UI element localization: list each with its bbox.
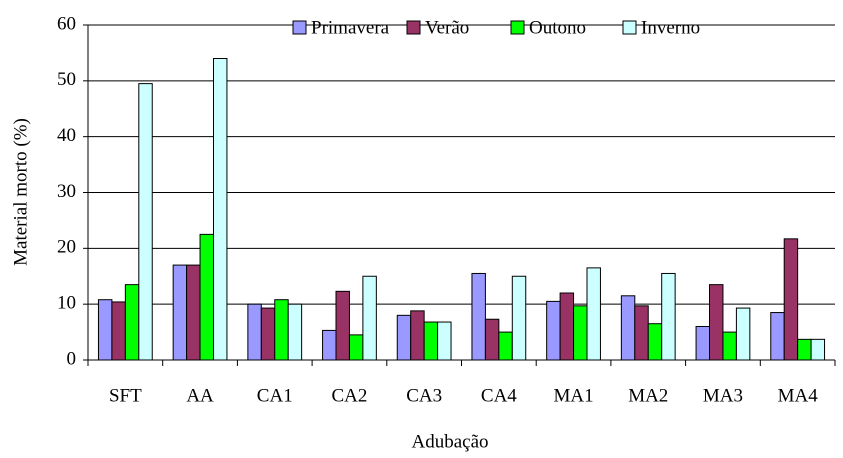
bar (735, 307, 751, 361)
bar (212, 58, 228, 361)
x-tick-label: MA1 (553, 385, 593, 406)
bar (396, 314, 412, 361)
bar (287, 303, 303, 361)
x-axis-label: Adubação (411, 431, 488, 452)
legend-swatch (406, 20, 421, 35)
bar (511, 275, 527, 361)
bar (260, 307, 276, 361)
x-tick-label: MA2 (628, 385, 668, 406)
bar (695, 326, 711, 361)
legend-label: Verão (425, 17, 469, 38)
bar (348, 334, 364, 361)
bar (97, 299, 113, 361)
bar (546, 300, 561, 361)
y-tick-label: 30 (57, 181, 76, 202)
x-tick-label: CA2 (331, 385, 367, 406)
bar (770, 312, 785, 361)
bar (111, 301, 126, 361)
bar (247, 303, 262, 361)
x-tick-label: MA3 (703, 385, 743, 406)
y-axis-label: Material morto (%) (10, 118, 31, 266)
bar (661, 272, 676, 361)
bar (199, 233, 214, 361)
bar (783, 238, 799, 361)
legend-label: Outono (529, 17, 586, 38)
y-tick-label: 60 (57, 13, 76, 34)
y-tick-label: 10 (57, 293, 76, 314)
bar (362, 275, 377, 361)
bar (620, 295, 636, 361)
bar (274, 299, 289, 361)
x-tick-label: CA3 (406, 385, 442, 406)
bar (437, 321, 452, 361)
x-tick-label: CA4 (481, 385, 517, 406)
bar (498, 331, 513, 361)
legend-swatch (292, 20, 307, 35)
bar (138, 83, 153, 361)
bar (186, 264, 201, 361)
bar (634, 305, 649, 361)
bar (709, 284, 724, 361)
bar (471, 272, 486, 361)
y-tick-label: 50 (57, 69, 76, 90)
legend-label: Inverno (641, 17, 700, 38)
y-tick-label: 0 (67, 348, 77, 369)
bar (722, 331, 737, 361)
x-tick-label: AA (186, 385, 214, 406)
bar (322, 329, 337, 361)
bar (797, 338, 812, 361)
bar (423, 321, 439, 361)
legend-swatch (622, 20, 637, 35)
bar (410, 310, 425, 361)
bar (573, 305, 588, 361)
bar (335, 290, 350, 361)
bar (586, 267, 601, 361)
bar (484, 318, 500, 361)
bar (172, 264, 188, 361)
y-tick-label: 40 (57, 125, 76, 146)
x-tick-label: SFT (109, 385, 142, 406)
legend-label: Primavera (311, 17, 390, 38)
bar (810, 338, 826, 361)
x-tick-label: MA4 (778, 385, 819, 406)
x-tick-label: CA1 (257, 385, 293, 406)
bar (559, 292, 575, 361)
y-tick-label: 20 (57, 237, 76, 258)
legend-swatch (510, 20, 525, 35)
bar (124, 284, 140, 361)
bar (647, 323, 663, 361)
